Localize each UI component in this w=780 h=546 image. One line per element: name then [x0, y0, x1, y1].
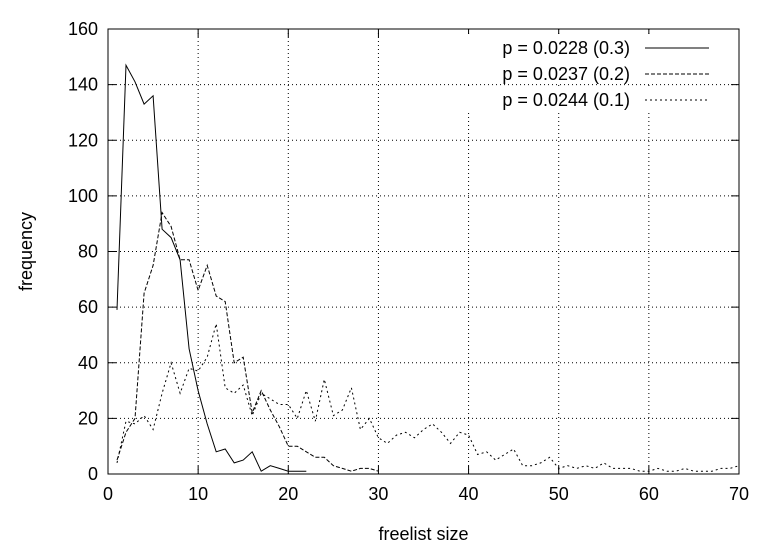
- x-tick-label: 60: [639, 484, 659, 504]
- series-lines: [116, 63, 740, 472]
- x-tick-label: 10: [188, 484, 208, 504]
- x-tick-label: 50: [549, 484, 569, 504]
- y-tick-label: 0: [88, 464, 98, 484]
- y-tick-label: 100: [68, 186, 98, 206]
- x-axis-label: freelist size: [378, 524, 468, 544]
- y-tick-label: 60: [78, 297, 98, 317]
- series-line-1: [116, 63, 307, 472]
- legend-label: p = 0.0237 (0.2): [502, 64, 630, 84]
- legend-background: [460, 60, 715, 84]
- y-tick-label: 140: [68, 75, 98, 95]
- x-tick-label: 20: [278, 484, 298, 504]
- x-tick-label: 30: [368, 484, 388, 504]
- legend-label: p = 0.0244 (0.1): [502, 90, 630, 110]
- y-axis-label: frequency: [16, 212, 36, 291]
- x-tick-label: 0: [103, 484, 113, 504]
- y-tick-label: 120: [68, 130, 98, 150]
- axis-ticks: 0 10 20 30 40 50 60 70 0 20 40 60 80 100 120 140 160: [68, 19, 749, 504]
- y-tick-label: 20: [78, 408, 98, 428]
- y-tick-label: 40: [78, 353, 98, 373]
- legend: p = 0.0228 (0.3) p = 0.0237 (0.2) p = 0.02…: [460, 34, 715, 110]
- series-line-3: [116, 323, 740, 472]
- legend-background: [460, 86, 715, 110]
- y-tick-label: 80: [78, 242, 98, 262]
- x-tick-label: 70: [729, 484, 749, 504]
- legend-background: [460, 34, 715, 58]
- y-tick-label: 160: [68, 19, 98, 39]
- x-tick-label: 40: [459, 484, 479, 504]
- legend-label: p = 0.0228 (0.3): [502, 38, 630, 58]
